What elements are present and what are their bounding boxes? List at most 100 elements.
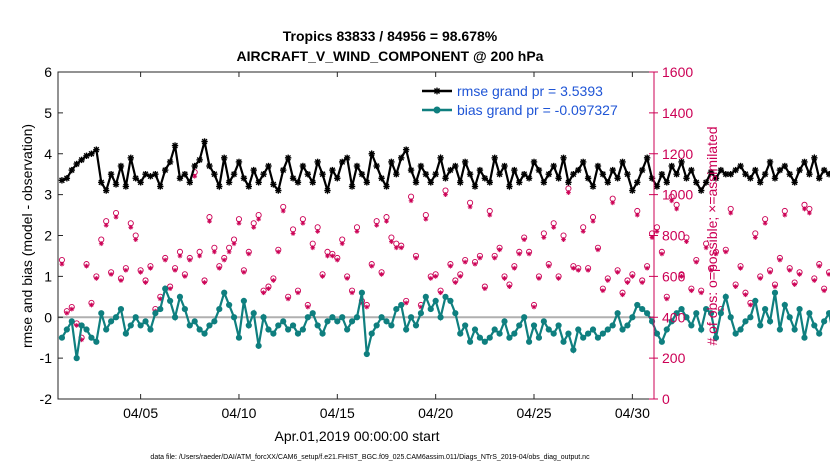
legend-marker xyxy=(433,106,441,114)
asterisk-stroke xyxy=(758,276,763,281)
rmse-point xyxy=(93,146,100,153)
assimilated-obs-marker xyxy=(246,251,252,257)
asterisk-stroke xyxy=(114,215,119,220)
rmse-point xyxy=(555,175,562,182)
chart-title-line2: AIRCRAFT_V_WIND_COMPONENT @ 200 hPa xyxy=(237,48,544,64)
bias-point xyxy=(447,297,454,304)
bias-point xyxy=(766,318,774,325)
rmse-point xyxy=(157,183,164,190)
asterisk-stroke xyxy=(354,163,360,169)
asterisk-stroke xyxy=(99,241,104,246)
asterisk-stroke xyxy=(363,179,370,186)
asterisk-stroke xyxy=(359,171,365,178)
asterisk-stroke xyxy=(177,175,183,182)
assimilated-obs-marker xyxy=(403,300,409,306)
rmse-point xyxy=(63,175,71,182)
assimilated-obs-marker xyxy=(108,271,114,277)
asterisk-stroke xyxy=(566,190,571,195)
asterisk-stroke xyxy=(591,219,596,224)
asterisk-stroke xyxy=(222,258,227,263)
bias-point xyxy=(698,326,705,333)
assimilated-obs-marker xyxy=(600,288,606,294)
asterisk-stroke xyxy=(290,175,296,182)
asterisk-stroke xyxy=(590,183,596,190)
asterisk-stroke xyxy=(536,167,542,173)
assimilated-obs-marker xyxy=(487,212,493,218)
asterisk-stroke xyxy=(674,206,679,211)
asterisk-stroke xyxy=(251,225,256,230)
assimilated-obs-marker xyxy=(143,280,148,285)
rmse-point xyxy=(732,166,739,174)
bias-point xyxy=(93,338,100,345)
asterisk-stroke xyxy=(236,159,242,165)
bias-point xyxy=(353,314,361,321)
assimilated-obs-marker xyxy=(320,273,325,279)
asterisk-stroke xyxy=(709,268,714,273)
assimilated-obs-marker xyxy=(703,245,709,251)
bias-point xyxy=(388,322,395,329)
asterisk-stroke xyxy=(570,171,577,178)
assimilated-obs-marker xyxy=(536,276,542,281)
bias-point xyxy=(580,334,587,341)
bias-point xyxy=(324,318,331,325)
bias-series-line xyxy=(60,285,830,359)
bias-point xyxy=(255,342,262,349)
asterisk-stroke xyxy=(512,266,517,271)
asterisk-stroke xyxy=(595,163,601,169)
rmse-point xyxy=(624,170,631,178)
bias-point xyxy=(619,326,626,333)
asterisk-stroke xyxy=(722,171,729,178)
asterisk-stroke xyxy=(728,211,733,216)
bias-point xyxy=(599,330,606,337)
asterisk-stroke xyxy=(806,171,813,178)
asterisk-stroke xyxy=(757,179,764,186)
asterisk-stroke xyxy=(186,179,193,186)
rmse-point xyxy=(545,170,552,178)
assimilated-obs-marker xyxy=(236,220,242,226)
assimilated-obs-marker xyxy=(462,259,468,265)
rmse-point xyxy=(122,183,130,190)
assimilated-obs-marker xyxy=(329,253,335,259)
asterisk-stroke xyxy=(122,183,129,190)
bias-point xyxy=(663,326,670,333)
asterisk-stroke xyxy=(428,276,433,281)
y-right-tick-label: 400 xyxy=(662,309,686,325)
rmse-point xyxy=(609,166,616,174)
assimilated-obs-marker xyxy=(280,208,286,214)
bias-point xyxy=(73,355,80,362)
asterisk-stroke xyxy=(748,302,753,307)
assimilated-obs-marker xyxy=(772,284,778,289)
asterisk-stroke xyxy=(742,171,749,178)
bias-point xyxy=(757,322,764,329)
asterisk-stroke xyxy=(291,231,296,236)
rmse-point xyxy=(816,175,823,182)
assimilated-obs-marker xyxy=(679,273,684,279)
bias-point xyxy=(466,338,474,345)
assimilated-obs-marker xyxy=(379,271,384,277)
asterisk-stroke xyxy=(679,274,684,279)
bias-point xyxy=(821,318,828,325)
asterisk-stroke xyxy=(717,167,724,173)
asterisk-stroke xyxy=(413,255,418,260)
asterisk-stroke xyxy=(733,284,738,289)
asterisk-stroke xyxy=(64,311,69,316)
asterisk-stroke xyxy=(738,266,743,271)
assimilated-obs-marker xyxy=(325,253,330,259)
bias-point xyxy=(506,334,513,341)
x-axis-label: Apr.01,2019 00:00:00 start xyxy=(274,428,439,444)
asterisk-stroke xyxy=(256,217,261,222)
assimilated-obs-marker xyxy=(644,265,650,271)
asterisk-stroke xyxy=(614,175,621,182)
assimilated-obs-marker xyxy=(674,206,680,212)
asterisk-stroke xyxy=(320,274,325,279)
assimilated-obs-marker xyxy=(777,257,783,263)
assimilated-obs-marker xyxy=(684,239,689,245)
rmse-point xyxy=(761,170,769,178)
rmse-point xyxy=(319,170,326,178)
assimilated-obs-marker xyxy=(433,273,439,279)
asterisk-stroke xyxy=(453,280,458,285)
asterisk-stroke xyxy=(571,266,576,271)
bias-point xyxy=(693,310,700,317)
rmse-point xyxy=(771,175,779,182)
asterisk-stroke xyxy=(295,290,300,295)
